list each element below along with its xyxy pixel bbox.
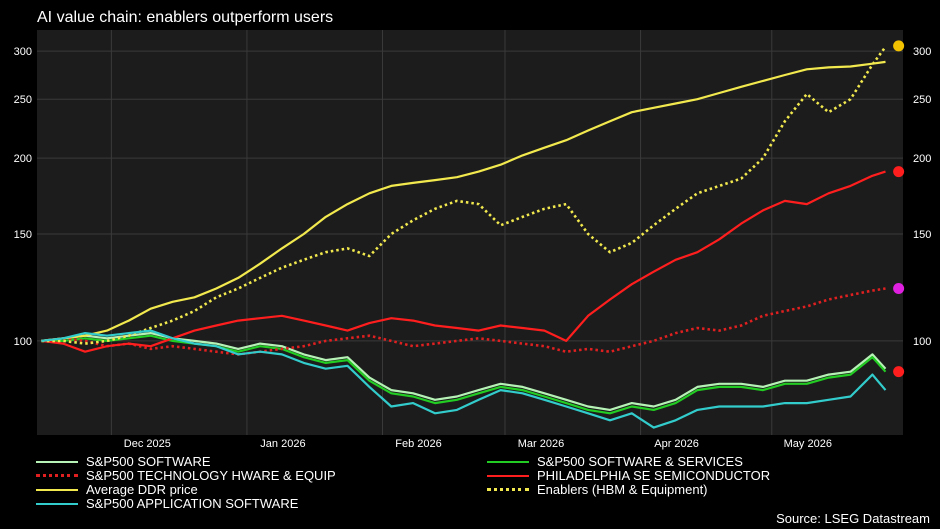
series-line-0: [41, 332, 887, 411]
end-marker-1: [893, 166, 905, 178]
plot-area: [37, 30, 903, 435]
legend-item: S&P500 SOFTWARE & SERVICES: [487, 454, 743, 469]
series-line-2: [41, 287, 886, 356]
y-tick-label-right: 200: [913, 153, 931, 165]
grid: [37, 30, 903, 435]
y-axis-right: 100 150 200 250 300: [913, 46, 931, 348]
legend-swatch: [36, 460, 78, 463]
y-tick-label-right: 300: [913, 46, 931, 58]
y-tick-label-left: 150: [14, 229, 32, 241]
series-line-4: [41, 60, 886, 342]
legend-label: S&P500 SOFTWARE: [86, 454, 211, 469]
y-tick-label-right: 150: [913, 229, 931, 241]
end-markers: [893, 40, 905, 378]
legend-label: S&P500 TECHNOLOGY HWARE & EQUIP: [86, 468, 336, 483]
legend: S&P500 SOFTWARE S&P500 SOFTWARE & SERVICE…: [0, 454, 940, 511]
legend-label: Enablers (HBM & Equipment): [537, 482, 708, 497]
legend-swatch: [487, 460, 529, 463]
series-line-1: [41, 334, 887, 415]
end-marker-2: [893, 282, 905, 294]
y-tick-label-left: 100: [14, 336, 32, 348]
y-tick-label-left: 300: [14, 46, 32, 58]
y-tick-label-right: 100: [913, 336, 931, 348]
series-line-6: [41, 329, 887, 429]
legend-swatch: [36, 474, 78, 477]
y-tick-label-left: 250: [14, 94, 32, 106]
legend-label: PHILADELPHIA SE SEMICONDUCTOR: [537, 468, 771, 483]
legend-label: S&P500 SOFTWARE & SERVICES: [537, 454, 743, 469]
legend-swatch: [487, 474, 529, 477]
series-lines: [41, 46, 887, 429]
chart-title: AI value chain: enablers outperform user…: [37, 9, 334, 26]
series-line-5: [41, 46, 887, 345]
x-tick-label: Feb 2026: [395, 438, 441, 450]
legend-item: PHILADELPHIA SE SEMICONDUCTOR: [487, 468, 770, 483]
series-line-3: [41, 170, 886, 353]
source-note: Source: LSEG Datastream: [776, 511, 930, 526]
end-marker-3: [893, 366, 905, 378]
x-tick-label: Mar 2026: [518, 438, 564, 450]
legend-item: S&P500 TECHNOLOGY HWARE & EQUIP: [36, 468, 336, 483]
end-marker-0: [893, 40, 905, 52]
x-tick-label: Jan 2026: [260, 438, 305, 450]
y-tick-label-right: 250: [913, 94, 931, 106]
legend-item: S&P500 APPLICATION SOFTWARE: [36, 496, 298, 511]
x-axis: Dec 2025 Jan 2026 Feb 2026 Mar 2026 Apr 2026…: [124, 438, 832, 450]
x-tick-label: Dec 2025: [124, 438, 171, 450]
x-tick-label: May 2026: [784, 438, 832, 450]
legend-item: Enablers (HBM & Equipment): [487, 482, 708, 497]
legend-label: Average DDR price: [86, 482, 198, 497]
y-axis-left: 100 150 200 250 300: [14, 46, 32, 348]
x-tick-label: Apr 2026: [654, 438, 699, 450]
y-tick-label-left: 200: [14, 153, 32, 165]
legend-swatch: [36, 488, 78, 491]
legend-label: S&P500 APPLICATION SOFTWARE: [86, 496, 299, 511]
legend-item: Average DDR price: [36, 482, 198, 497]
legend-item: S&P500 SOFTWARE: [36, 454, 211, 469]
legend-swatch: [36, 502, 78, 505]
legend-swatch: [487, 488, 529, 491]
